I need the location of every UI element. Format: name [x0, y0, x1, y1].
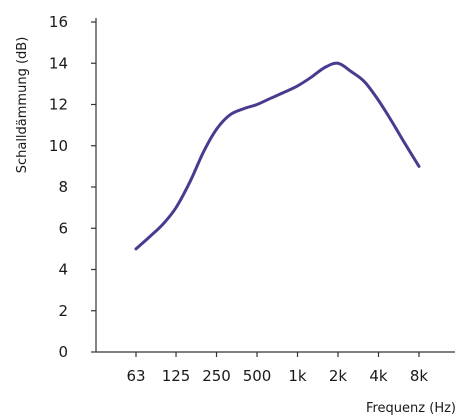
x-axis-title: Frequenz (Hz)	[366, 401, 456, 416]
x-tick-label: 4k	[369, 367, 388, 385]
y-tick-label: 8	[58, 178, 68, 196]
y-tick-label: 10	[49, 137, 68, 155]
x-tick-label: 250	[202, 367, 231, 385]
y-tick-label: 6	[58, 219, 68, 237]
x-tick-label: 2k	[329, 367, 348, 385]
y-tick-label: 2	[58, 302, 68, 320]
y-axis-title: Schalldämmung (dB)	[15, 37, 30, 174]
x-tick-label: 125	[162, 367, 191, 385]
y-tick-label: 16	[49, 13, 68, 31]
x-tick-label: 1k	[288, 367, 307, 385]
y-tick-label: 0	[58, 343, 68, 361]
x-tick-label: 500	[243, 367, 272, 385]
x-ticks: 63 125 250 500 1k 2k 4k 8k	[126, 352, 428, 385]
x-tick-label: 8k	[410, 367, 429, 385]
y-tick-label: 14	[49, 54, 68, 72]
y-tick-label: 12	[49, 96, 68, 114]
x-tick-label: 63	[126, 367, 145, 385]
y-ticks: 0 2 4 6 8 10 12 14 16	[49, 13, 96, 361]
y-tick-label: 4	[58, 261, 68, 279]
series-layer	[134, 61, 421, 251]
series-line	[134, 61, 421, 251]
